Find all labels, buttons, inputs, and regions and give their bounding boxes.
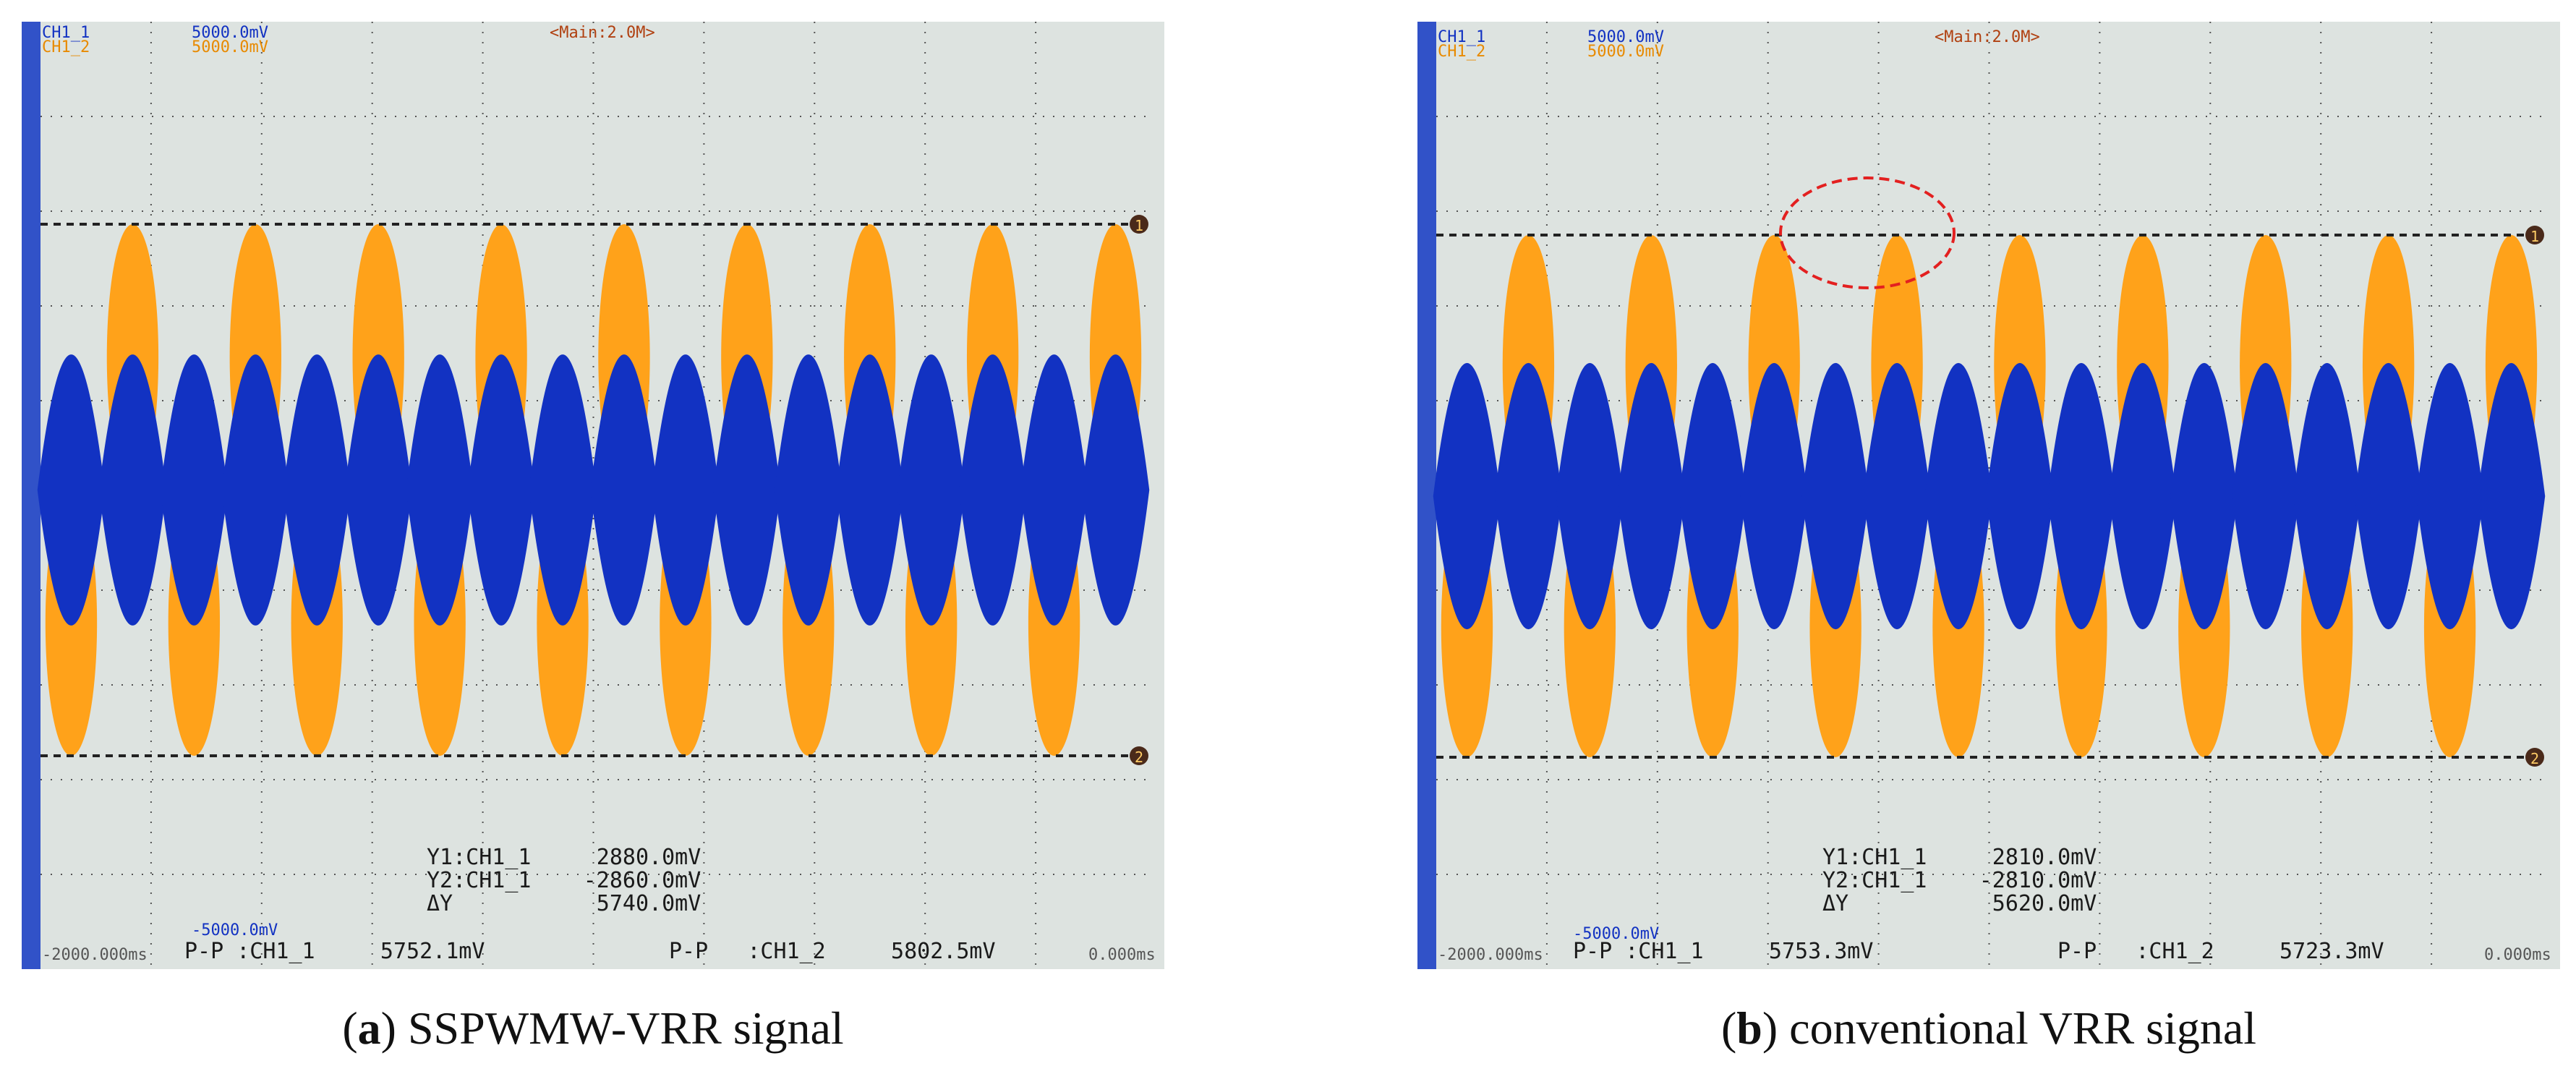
pp-ch1-readout: P-P :CH1_1 5753.3mV <box>1573 939 1873 964</box>
cursor-y1-readout: Y1:CH1_1 2880.0mV <box>427 845 701 870</box>
cursor-marker-2-label: 2 <box>2530 750 2539 767</box>
cursor-y1-readout: Y1:CH1_1 2810.0mV <box>1822 845 2097 870</box>
left-scale-bar <box>1417 22 1436 969</box>
oscilloscope-screen-b: 1 2 CH1_1 CH1_2 5000.0mV 5000.0mV <Main:… <box>1417 22 2560 969</box>
ch1-lobe <box>2047 362 2115 630</box>
pp-ch2-readout: P-P :CH1_2 5802.5mV <box>669 939 996 964</box>
cursor-marker-2 <box>2525 748 2544 767</box>
oscilloscope-screen-a: 1 2 CH1_1 CH1_2 5000.0mV 5000.0mV <Main:… <box>22 22 1164 969</box>
ch2-label: CH1_2 <box>1438 43 1485 61</box>
timebase: <Main:2.0M> <box>550 24 655 42</box>
ch1-lobe <box>1801 362 1869 630</box>
oscilloscope-panel-a: 1 2 CH1_1 CH1_2 5000.0mV 5000.0mV <Main:… <box>22 22 1164 969</box>
ch1-lobe <box>2293 362 2361 630</box>
bottom-scale: -5000.0mV <box>192 921 278 939</box>
ch1-lobe <box>344 354 412 626</box>
timebase: <Main:2.0M> <box>1935 28 2040 46</box>
cursor-y2-readout: Y2:CH1_1 -2810.0mV <box>1822 868 2097 893</box>
ch1-lobe <box>2477 362 2546 630</box>
caption-a-label: a <box>357 1002 381 1054</box>
waveforms <box>1433 235 2546 757</box>
ch1-lobe <box>1679 362 1747 630</box>
ch1-lobe <box>2354 362 2423 630</box>
ch1-lobe <box>1494 362 1563 630</box>
time-end: 0.000ms <box>2484 946 2551 964</box>
left-scale-bar <box>22 22 40 969</box>
ch1-lobe <box>2415 362 2484 630</box>
caption-b-text: conventional VRR signal <box>1789 1002 2257 1054</box>
waveforms <box>37 224 1150 756</box>
ch1-lobe <box>652 354 720 626</box>
ch1-lobe <box>958 354 1027 626</box>
time-start: -2000.000ms <box>42 946 148 964</box>
ch1-lobe <box>897 354 965 626</box>
ch1-lobe <box>283 354 351 626</box>
ch1-lobe <box>1020 354 1088 626</box>
ch1-lobe <box>1433 362 1501 630</box>
caption-a-text: SSPWMW-VRR signal <box>407 1002 844 1054</box>
ch1-scale: 5000.0mV <box>1587 28 1664 46</box>
time-start: -2000.000ms <box>1438 946 1543 964</box>
cursor-marker-2 <box>1130 746 1148 765</box>
ch1-lobe <box>2232 362 2300 630</box>
ch1-lobe <box>836 354 904 626</box>
highlight-ellipse <box>1779 176 1956 289</box>
ch1-lobe <box>1924 362 1992 630</box>
ch1-lobe <box>37 354 106 626</box>
pp-ch2-readout: P-P :CH1_2 5723.3mV <box>2057 939 2384 964</box>
cursor-marker-1 <box>1130 215 1148 234</box>
caption-a: (a) SSPWMW-VRR signal <box>342 1002 844 1054</box>
ch1-lobe <box>713 354 781 626</box>
cursor-y2-readout: Y2:CH1_1 -2860.0mV <box>427 868 701 893</box>
ch1-lobe <box>2170 362 2238 630</box>
pp-ch1-readout: P-P :CH1_1 5752.1mV <box>184 939 485 964</box>
ch1-lobe <box>221 354 290 626</box>
delta-y-readout: ΔY 5620.0mV <box>1822 891 2097 916</box>
ch1-lobe <box>590 354 658 626</box>
ch1-lobe <box>529 354 597 626</box>
cursor-marker-1 <box>2525 226 2544 244</box>
cursor-marker-1-label: 1 <box>2530 228 2539 245</box>
ch1-lobe <box>1556 362 1624 630</box>
ch1-label: CH1_1 <box>42 24 90 42</box>
bottom-scale: -5000.0mV <box>1573 925 1659 943</box>
ch1-lobe <box>1986 362 2054 630</box>
ch1-lobe <box>467 354 535 626</box>
delta-y-readout: ΔY 5740.0mV <box>427 891 701 916</box>
oscilloscope-panel-b: 1 2 CH1_1 CH1_2 5000.0mV 5000.0mV <Main:… <box>1417 22 2560 969</box>
ch2-scale: 5000.0mV <box>192 38 268 56</box>
caption-b-label: b <box>1736 1002 1762 1054</box>
ch1-lobe <box>1617 362 1686 630</box>
ch1-lobe <box>2109 362 2177 630</box>
ch1-lobe <box>98 354 167 626</box>
cursor-marker-1-label: 1 <box>1135 217 1143 234</box>
ch1-lobe <box>1740 362 1808 630</box>
ch1-lobe <box>1081 354 1150 626</box>
ch1-lobe <box>160 354 229 626</box>
ch1-label: CH1_1 <box>1438 28 1485 46</box>
cursor-marker-2-label: 2 <box>1135 749 1143 766</box>
ch1-lobe <box>775 354 843 626</box>
ch2-scale: 5000.0mV <box>1587 43 1664 61</box>
ch1-lobe <box>1863 362 1931 630</box>
ch2-label: CH1_2 <box>42 38 90 56</box>
ch1-scale: 5000.0mV <box>192 24 268 42</box>
ch1-lobe <box>406 354 474 626</box>
time-end: 0.000ms <box>1088 946 1156 964</box>
caption-b: (b) conventional VRR signal <box>1720 1002 2257 1054</box>
